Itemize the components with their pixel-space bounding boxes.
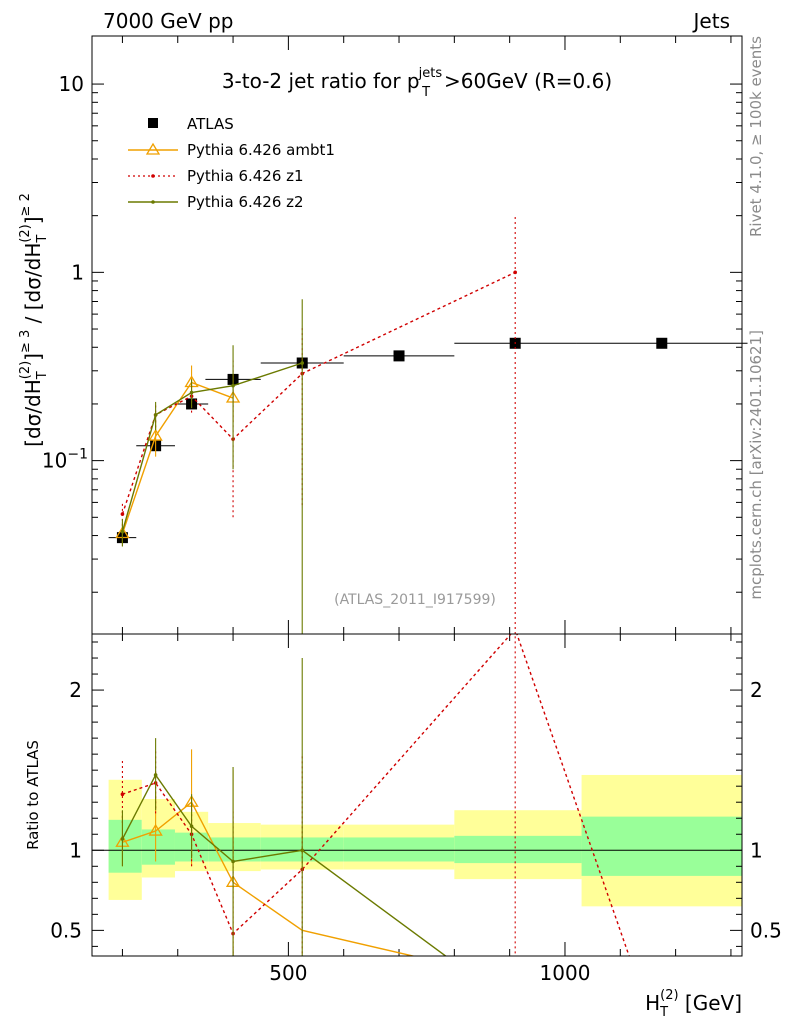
ratio-y-tick-label-right: 2 [750, 678, 763, 702]
ratio-point-pythia-6-426-z2 [189, 824, 194, 829]
x-axis-label: HT(2) [GeV] [645, 988, 742, 1020]
point-pythia-6-426-ambt1 [148, 428, 163, 441]
uncertainty-band-inner [208, 837, 261, 862]
ratio-frame [91, 633, 743, 957]
ratio-point-pythia-6-426-ambt1 [148, 823, 163, 836]
series-line-pythia-6-426-z2 [121, 362, 303, 532]
source-label: mcplots.cern.ch [arXiv:2401.10621] [747, 330, 765, 600]
point-pythia-6-426-z2 [300, 361, 305, 365]
main-y-tick-label: 1 [71, 260, 84, 284]
legend-marker-z2 [151, 200, 155, 204]
series-line-pythia-6-426-z1 [121, 271, 516, 515]
main-y-tick-label: 10−1 [42, 447, 88, 473]
point-pythia-6-426-z2 [153, 413, 158, 417]
uncertainty-band-inner [454, 835, 582, 864]
ratio-point-pythia-6-426-z2 [120, 837, 125, 841]
point-pythia-6-426-z1 [120, 512, 125, 516]
data-point-atlas [393, 350, 405, 362]
legend-entry-ambt1: Pythia 6.426 ambt1 [128, 141, 335, 159]
analysis-label: (ATLAS_2011_I917599) [334, 592, 496, 608]
point-pythia-6-426-z2 [189, 390, 194, 395]
ratio-y-tick-label-right: 1 [750, 838, 763, 862]
legend: ATLAS Pythia 6.426 ambt1 Pythia 6.426 z1… [128, 115, 335, 211]
data-point-atlas [656, 337, 668, 349]
legend-entry-z2: Pythia 6.426 z2 [128, 193, 304, 211]
chart-title: 3-to-2 jet ratio for pjets T >60GeV (R=0.6… [222, 66, 612, 100]
x-tick-label: 1000 [540, 961, 591, 985]
ratio-plot-area: 0.5 0.5 1 1 2 2 500 1000 [50, 634, 782, 985]
main-y-axis-label: [dσ/dHT(2)]≥ 3 / [dσ/dHT(2)]≥ 2 [18, 193, 50, 447]
uncertainty-band-inner [581, 816, 742, 876]
legend-label-atlas: ATLAS [187, 115, 234, 133]
ratio-line-pythia-6-426-z1 [122, 634, 630, 956]
point-pythia-6-426-z2 [231, 383, 235, 388]
ratio-y-tick-label: 1 [69, 838, 82, 862]
ratio-y-tick-label: 2 [69, 678, 82, 702]
ratio-point-pythia-6-426-z2 [300, 848, 305, 853]
ratio-panel: 0.5 0.5 1 1 2 2 500 1000 Ratio to ATLAS HT(2) [… [24, 633, 782, 1020]
ratio-y-tick-label: 0.5 [50, 918, 82, 942]
main-panel: 10−1 1 10 3-to-2 jet ratio for pjets T >60Ge… [18, 35, 748, 635]
legend-entry-z1: Pythia 6.426 z1 [128, 167, 304, 185]
ratio-point-pythia-6-426-z2 [231, 859, 235, 864]
ratio-y-tick-label-right: 0.5 [750, 918, 782, 942]
legend-marker-z1 [151, 174, 155, 178]
ratio-point-pythia-6-426-z1 [120, 792, 125, 796]
ratio-line-pythia-6-426-z2 [121, 773, 447, 956]
ratio-line-pythia-6-426-ambt1 [122, 801, 416, 956]
legend-marker-ambt1 [145, 142, 161, 155]
legend-label-z2: Pythia 6.426 z2 [187, 193, 304, 211]
energy-label: 7000 GeV pp [103, 9, 234, 33]
legend-marker-atlas [148, 118, 158, 128]
legend-label-z1: Pythia 6.426 z1 [187, 167, 304, 185]
ratio-point-pythia-6-426-z2 [153, 773, 158, 777]
rivet-label: Rivet 4.1.0, ≥ 100k events [747, 36, 765, 237]
series-line-pythia-6-426-ambt1 [121, 381, 234, 534]
legend-entry-atlas: ATLAS [148, 115, 234, 133]
category-label: Jets [692, 9, 730, 33]
ratio-series-group [115, 634, 630, 956]
point-pythia-6-426-z1 [513, 270, 517, 275]
point-pythia-6-426-z2 [120, 529, 125, 534]
legend-label-ambt1: Pythia 6.426 ambt1 [187, 141, 335, 159]
uncertainty-band-inner [343, 837, 455, 862]
main-plot-area: 10−1 1 10 [42, 36, 748, 634]
main-y-tick-label: 10 [59, 72, 84, 96]
ratio-y-axis-label: Ratio to ATLAS [24, 740, 42, 850]
x-tick-label: 500 [269, 961, 307, 985]
